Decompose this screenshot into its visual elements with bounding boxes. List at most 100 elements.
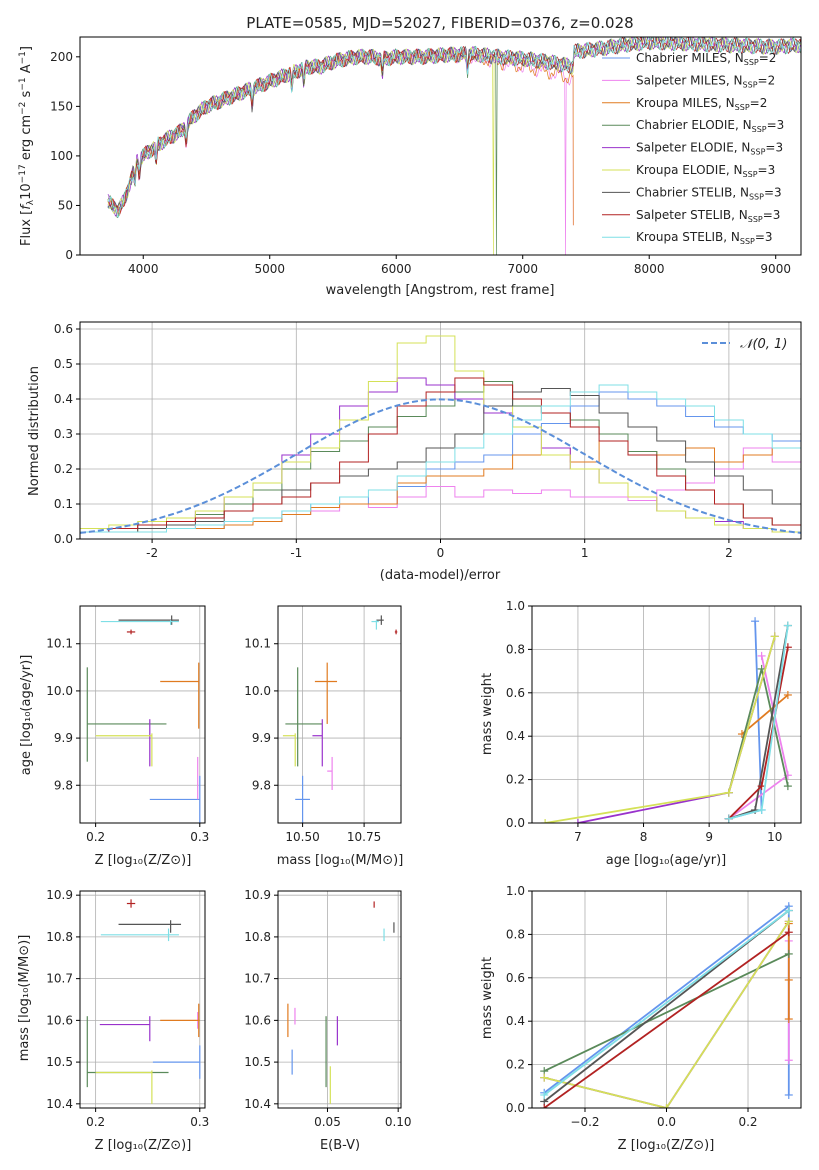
legend-label: Salpeter MILES, NSSP=2: [636, 73, 775, 89]
y-tick-label: 100: [50, 149, 73, 163]
plot-marks: [86, 615, 201, 823]
massweight-vs-Z-plot: −0.2 0.0 0.2 0.0 0.2 0.4 0.6 0.8 1.0: [506, 884, 802, 1129]
massweight-vs-Z-x-axis-label: Z [log₁₀(Z/Z⊙)]: [618, 1138, 715, 1153]
x-tick-label: 5000: [254, 262, 285, 276]
y-tick-label: 10.0: [244, 684, 271, 698]
y-tick-label: 150: [50, 99, 73, 113]
y-tick-label: 0.2: [506, 773, 525, 787]
y-tick-label: 0.4: [506, 1014, 525, 1028]
weight-line-9: [543, 909, 790, 1096]
plot-marks: [541, 617, 792, 823]
y-tick-label: 10.1: [244, 637, 271, 651]
weight-line-3: [741, 694, 789, 735]
y-tick-label: 0.8: [506, 927, 525, 941]
y-tick-label: 0.6: [506, 686, 525, 700]
x-tick-label: 10.75: [347, 830, 381, 844]
plot-marks: [107, 37, 801, 255]
spectrum-panel: 4000 5000 6000 7000 8000 9000 0 50 100 150 200 wav…: [18, 36, 802, 298]
spectrum-plot-area: 4000 5000 6000 7000 8000 9000 0 50 100 150 200: [50, 36, 802, 276]
y-tick-label: 10.5: [244, 1055, 271, 1069]
residual-plot-area: -2 -1 0 1 2 0.0 0.1 0.2 0.3 0.4 0.5 0.6: [54, 321, 802, 560]
x-tick-label: 4000: [128, 262, 159, 276]
legend-label: Kroupa MILES, NSSP=2: [636, 96, 767, 112]
y-tick-label: 1.0: [506, 884, 525, 898]
y-tick-label: 10.4: [244, 1097, 271, 1111]
x-tick-label: 0.0: [657, 1115, 676, 1129]
axes-frame: [79, 605, 206, 824]
y-tick-label: 10.8: [244, 930, 271, 944]
y-tick-label: 9.9: [54, 731, 73, 745]
y-tick-label: 10.6: [46, 1013, 73, 1027]
histogram-series-8: [80, 377, 801, 539]
x-tick-label: 9: [705, 830, 713, 844]
plot-marks: [86, 899, 201, 1104]
legend-label: Kroupa STELIB, NSSP=3: [636, 230, 773, 246]
massweight-vs-Z-y-axis-label: mass weight: [480, 957, 495, 1039]
age-vs-mass-x-axis-label: mass [log₁₀(M/M⊙)]: [277, 853, 404, 868]
spectrum-legend: Chabrier MILES, NSSP=2 Salpeter MILES, NS…: [602, 51, 784, 246]
x-tick-label: 0.10: [385, 1115, 412, 1129]
age-vs-mass-plot: 10.50 10.75 9.8 9.9 10.0 10.1: [244, 605, 402, 844]
mass-vs-Z-x-axis-label: Z [log₁₀(Z/Z⊙)]: [95, 1138, 192, 1153]
plot-marks: [282, 615, 398, 823]
y-tick-label: 10.1: [46, 637, 73, 651]
spectrum-line-8: [107, 37, 801, 215]
legend-label: Chabrier STELIB, NSSP=3: [636, 185, 782, 201]
y-tick-label: 1.0: [506, 599, 525, 613]
axes-frame: [79, 890, 206, 1109]
spectrum-x-axis-label: wavelength [Angstrom, rest frame]: [326, 283, 555, 298]
y-tick-label: 9.8: [252, 778, 271, 792]
y-tick-label: 10.7: [244, 972, 271, 986]
spectrum-line-7: [107, 37, 801, 211]
weight-line-1: [728, 621, 763, 820]
axes-frame: [531, 605, 802, 824]
massweight-vs-age-y-axis-label: mass weight: [480, 673, 495, 755]
mass-vs-Z-plot: 0.2 0.3 10.4 10.5 10.6 10.7 10.8 10.9: [46, 888, 209, 1129]
age-vs-Z-plot: 0.2 0.3 9.8 9.9 10.0 10.1: [46, 605, 209, 844]
x-tick-label: 0.3: [190, 1115, 209, 1129]
x-tick-label: -2: [146, 546, 158, 560]
x-tick-label: 2: [725, 546, 733, 560]
mass-vs-EBV-plot: 0.05 0.10 10.4 10.5 10.6 10.7 10.8 10.9: [244, 888, 411, 1129]
y-tick-label: 0.0: [54, 532, 73, 546]
weight-line-8: [543, 931, 790, 1108]
y-tick-label: 0.6: [506, 971, 525, 985]
x-tick-label: −0.2: [570, 1115, 599, 1129]
y-tick-label: 10.7: [46, 972, 73, 986]
x-tick-label: 0: [437, 546, 445, 560]
x-tick-label: -1: [290, 546, 302, 560]
y-tick-label: 0.0: [506, 816, 525, 830]
x-tick-label: 7000: [507, 262, 538, 276]
x-tick-label: 10: [767, 830, 782, 844]
residual-panel: -2 -1 0 1 2 0.0 0.1 0.2 0.3 0.4 0.5 0.6 (data-model…: [27, 321, 802, 583]
x-tick-label: 0.3: [190, 830, 209, 844]
legend-label: Salpeter ELODIE, NSSP=3: [636, 141, 783, 157]
y-tick-label: 10.9: [244, 888, 271, 902]
y-tick-label: 0.0: [506, 1101, 525, 1115]
y-tick-label: 10.5: [46, 1055, 73, 1069]
spectrum-y-axis-label: Flux [fλ10−17 erg cm−2 s−1 A−1]: [18, 46, 36, 246]
x-tick-label: 6000: [381, 262, 412, 276]
residual-y-axis-label: Normed distribution: [27, 366, 42, 496]
plot-marks: [540, 902, 793, 1108]
massweight-vs-age-x-axis-label: age [log₁₀(age/yr)]: [606, 853, 727, 868]
y-tick-label: 0.2: [506, 1058, 525, 1072]
x-tick-label: 8000: [634, 262, 665, 276]
x-tick-label: 7: [574, 830, 582, 844]
spectrum-line-6: [107, 37, 801, 255]
y-tick-label: 10.0: [46, 684, 73, 698]
y-tick-label: 0: [65, 248, 73, 262]
legend-label: Salpeter STELIB, NSSP=3: [636, 208, 780, 224]
y-tick-label: 0.5: [54, 357, 73, 371]
y-tick-label: 10.6: [244, 1013, 271, 1027]
y-tick-label: 0.2: [54, 462, 73, 476]
weight-line-4: [543, 953, 790, 1072]
y-tick-label: 10.9: [46, 888, 73, 902]
y-tick-label: 0.6: [54, 322, 73, 336]
y-tick-label: 10.4: [46, 1097, 73, 1111]
axes-frame: [277, 605, 402, 824]
figure-title: PLATE=0585, MJD=52027, FIBERID=0376, z=0…: [246, 14, 633, 32]
y-tick-label: 0.4: [54, 392, 73, 406]
x-tick-label: 8: [640, 830, 648, 844]
